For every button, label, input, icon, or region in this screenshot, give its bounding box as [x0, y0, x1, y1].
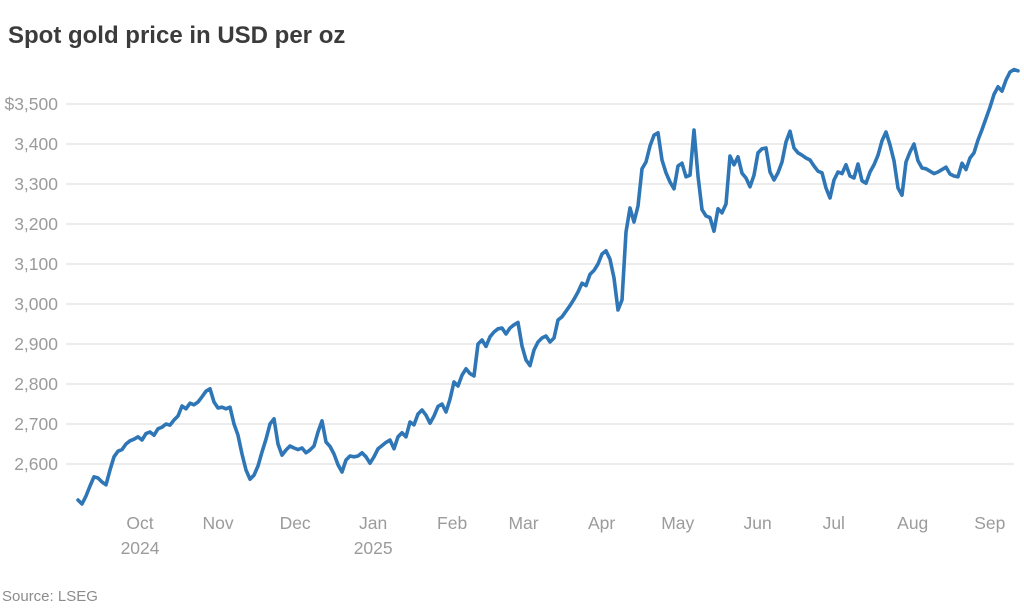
y-axis-tick-label: 2,700 [14, 414, 58, 434]
y-axis-tick-label: 2,900 [14, 334, 58, 354]
x-axis-tick-label: Mar [508, 513, 538, 533]
x-axis-tick-label: Sep [974, 513, 1005, 533]
y-axis-tick-label: 3,000 [14, 294, 58, 314]
x-axis-tick-label: Jan [359, 513, 387, 533]
chart-title: Spot gold price in USD per oz [8, 22, 346, 50]
y-axis-tick-label: $3,500 [4, 94, 58, 114]
x-axis-tick-label: Dec [280, 513, 311, 533]
gold-price-line [76, 67, 1020, 506]
x-axis-year-label: 2025 [354, 538, 393, 558]
x-axis-tick-label: May [661, 513, 694, 533]
chart-source: Source: LSEG [2, 588, 98, 605]
x-axis-tick-label: Jul [823, 513, 845, 533]
y-axis-tick-label: 2,800 [14, 374, 58, 394]
x-axis-tick-label: Nov [202, 513, 233, 533]
x-axis-tick-label: Feb [437, 513, 467, 533]
y-axis-tick-label: 3,400 [14, 134, 58, 154]
y-axis-tick-label: 3,300 [14, 174, 58, 194]
y-axis-tick-label: 2,600 [14, 454, 58, 474]
x-axis-tick-label: Oct [126, 513, 153, 533]
x-axis-tick-label: Jun [744, 513, 772, 533]
x-axis-tick-label: Apr [588, 513, 615, 533]
x-axis-year-label: 2024 [121, 538, 160, 558]
y-axis-tick-label: 3,100 [14, 254, 58, 274]
y-axis-tick-label: 3,200 [14, 214, 58, 234]
x-axis-tick-label: Aug [897, 513, 928, 533]
